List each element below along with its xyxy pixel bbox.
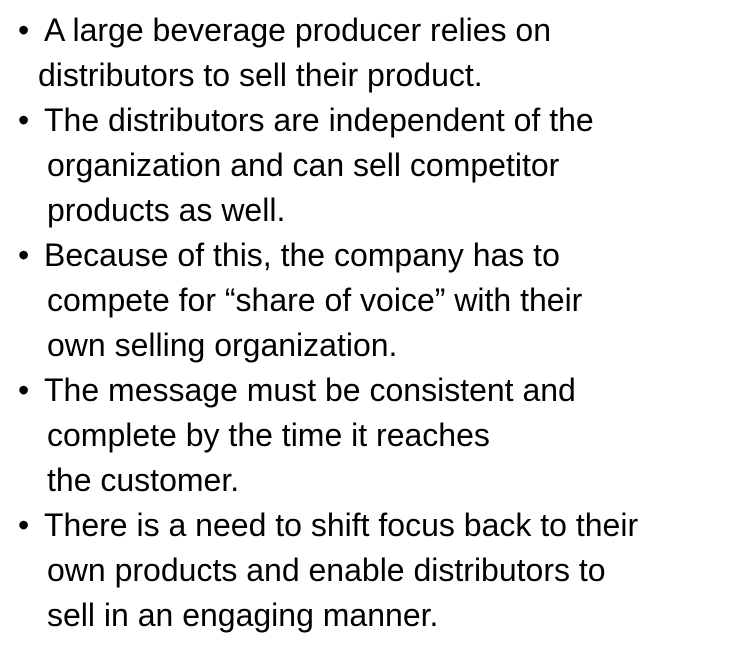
bullet-2-line-1: The distributors are independent of the <box>44 102 594 138</box>
bullet-2-line-3: products as well. <box>47 192 286 228</box>
bullet-4-line-2: complete by the time it reaches <box>47 417 490 453</box>
bullet-5-line-3: sell in an engaging manner. <box>47 597 439 633</box>
bullet-5-line-2: own products and enable distributors to <box>47 552 606 588</box>
bullet-5-line-1: There is a need to shift focus back to t… <box>44 507 639 543</box>
bullet-2-line-2: organization and can sell competitor <box>47 147 560 183</box>
bullet-marker: • <box>18 372 30 408</box>
bullet-1-line-1: A large beverage producer relies on <box>44 12 551 48</box>
bullet-4-line-1: The message must be consistent and <box>44 372 576 408</box>
bullet-marker: • <box>18 507 30 543</box>
bullet-4-line-3: the customer. <box>47 462 240 498</box>
bullet-marker: • <box>18 237 30 273</box>
bullet-1-line-2: distributors to sell their product. <box>38 57 483 93</box>
bullet-marker: • <box>18 12 30 48</box>
bullet-3-line-2: compete for “share of voice” with their <box>47 282 583 318</box>
bullet-marker: • <box>18 102 30 138</box>
bullet-3-line-1: Because of this, the company has to <box>44 237 560 273</box>
bullet-3-line-3: own selling organization. <box>47 327 398 363</box>
